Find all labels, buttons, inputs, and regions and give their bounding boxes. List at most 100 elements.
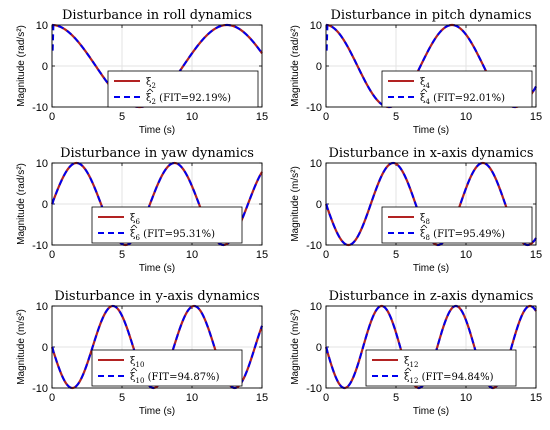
hat-accent [404,367,412,372]
x-axis-label: Time (s) [413,406,449,417]
legend-entry: ξ8 [420,213,430,226]
y-tick-label: 10 [36,301,48,313]
y-tick-label: 0 [316,342,322,354]
x-tick-label: 10 [460,111,472,123]
y-tick-label: 0 [42,199,48,211]
y-tick-label: -10 [32,240,48,252]
legend-entry: ξ10 [130,356,144,369]
legend-entry: ξ6 (FIT=95.31%) [130,229,215,242]
chart-title: Disturbance in z-axis dynamics [329,289,534,304]
axes-box [51,305,263,389]
x-tick-label: 15 [256,111,268,123]
chart-title: Disturbance in pitch dynamics [331,8,532,23]
legend-box [91,349,243,387]
legend-box [365,349,517,387]
x-tick-label: 15 [256,249,268,261]
x-tick-label: 5 [119,392,125,404]
x-axis-label: Time (s) [413,263,449,274]
series-estimate-line [51,161,263,247]
x-tick-label: 10 [186,111,198,123]
legend-entry: ξ8 (FIT=95.49%) [420,229,505,242]
y-axis-label: Magnitude (m/s²) [16,309,27,385]
x-axis-label: Time (s) [139,125,175,136]
x-tick-label: 0 [49,392,55,404]
legend-entry: ξ12 [404,356,418,369]
x-tick-label: 5 [393,111,399,123]
y-tick-label: 10 [310,301,322,313]
x-tick-label: 0 [323,111,329,123]
y-axis-label: Magnitude (rad/s²) [16,163,27,245]
x-axis-label: Time (s) [413,125,449,136]
legend-box [381,70,533,108]
axes-box [51,162,263,246]
x-tick-label: 0 [323,392,329,404]
y-tick-label: -10 [306,383,322,395]
legend-entry: ξ2 [146,77,156,90]
legend: ξ2 ξ2 (FIT=92.19%) [107,70,259,108]
axes-box [325,305,537,389]
legend: ξ4 ξ4 (FIT=92.01%) [381,70,533,108]
x-tick-label: 15 [530,249,542,261]
legend-box [91,206,243,244]
x-tick-label: 15 [530,111,542,123]
chart-title: Disturbance in yaw dynamics [60,146,254,161]
legend: ξ12 ξ12 (FIT=94.84%) [365,349,517,387]
y-tick-label: 0 [316,199,322,211]
y-axis-label: Magnitude (m/s²) [290,166,301,242]
hat-accent [130,224,138,229]
x-tick-label: 10 [186,249,198,261]
x-axis-label: Time (s) [139,406,175,417]
y-tick-label: -10 [306,240,322,252]
y-tick-label: -10 [32,102,48,114]
x-tick-label: 10 [460,249,472,261]
hat-accent [130,367,138,372]
y-tick-label: 10 [36,158,48,170]
legend-box [381,206,533,244]
chart-title: Disturbance in y-axis dynamics [54,289,259,304]
chart-title: Disturbance in x-axis dynamics [328,146,533,161]
legend-entry: ξ4 [420,77,431,90]
y-tick-label: 0 [316,61,322,73]
x-tick-label: 15 [530,392,542,404]
y-tick-label: 10 [36,20,48,32]
chart-title: Disturbance in roll dynamics [62,8,252,23]
x-tick-label: 15 [256,392,268,404]
y-tick-label: 0 [42,61,48,73]
legend: ξ6 ξ6 (FIT=95.31%) [91,206,243,244]
x-tick-label: 5 [393,392,399,404]
legend-entry: ξ12 (FIT=94.84%) [404,372,494,385]
legend-entry: ξ2 (FIT=92.19%) [146,93,231,106]
legend: ξ8 ξ8 (FIT=95.49%) [381,206,533,244]
x-tick-label: 0 [323,249,329,261]
x-tick-label: 5 [119,111,125,123]
x-tick-label: 0 [49,111,55,123]
y-axis-label: Magnitude (rad/s²) [290,25,301,107]
y-tick-label: -10 [306,102,322,114]
legend-entry: ξ4 (FIT=92.01%) [420,93,505,106]
y-tick-label: -10 [32,383,48,395]
x-tick-label: 0 [49,249,55,261]
legend-entry: ξ10 (FIT=94.87%) [130,372,220,385]
x-tick-label: 10 [460,392,472,404]
axes-box [325,162,537,246]
x-tick-label: 10 [186,392,198,404]
hat-accent [146,88,154,93]
hat-accent [420,88,428,93]
hat-accent [420,224,428,229]
y-tick-label: 10 [310,158,322,170]
legend-box [107,70,259,108]
legend-entry: ξ6 [130,213,141,226]
y-tick-label: 0 [42,342,48,354]
series-estimate-line [325,23,537,109]
y-axis-label: Magnitude (rad/s²) [16,25,27,107]
y-tick-label: 10 [310,20,322,32]
x-tick-label: 5 [393,249,399,261]
y-axis-label: Magnitude (m/s²) [290,309,301,385]
